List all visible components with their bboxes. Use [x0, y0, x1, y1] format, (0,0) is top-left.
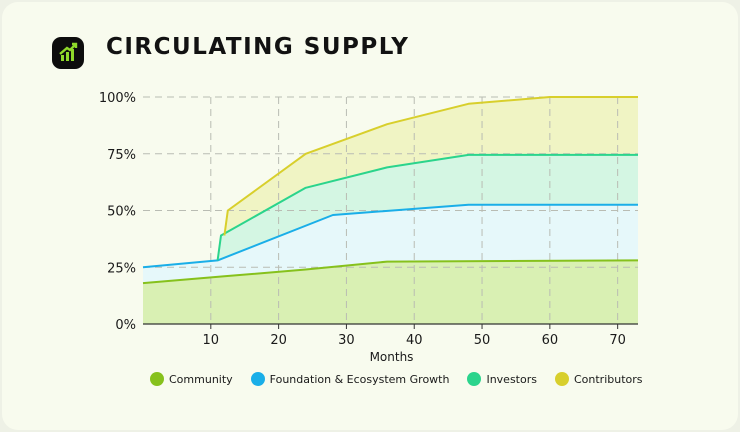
- trending-up-icon: [59, 42, 78, 61]
- legend-swatch: [250, 372, 265, 386]
- x-tick-label: 50: [474, 333, 491, 348]
- series-line-investors: [216, 153, 638, 261]
- legend-label: Investors: [486, 372, 537, 386]
- area-fill-contributors: [224, 97, 638, 236]
- legend-swatch: [467, 372, 482, 386]
- legend-swatch: [554, 372, 569, 386]
- legend-label: Community: [169, 372, 233, 386]
- y-tick-label: 75%: [107, 148, 136, 163]
- legend-item: Foundation & Ecosystem Growth: [250, 372, 450, 386]
- area-fill-foundation-ecosystem-growth: [143, 204, 638, 284]
- x-tick-label: 20: [270, 333, 287, 348]
- legend-swatch: [150, 372, 164, 386]
- legend-item: Investors: [467, 372, 537, 386]
- logo: [52, 37, 84, 69]
- area-fill-community: [143, 260, 638, 324]
- x-tick-label: 70: [609, 333, 626, 348]
- chart-title: CIRCULATING SUPPLY: [106, 34, 410, 60]
- y-tick-label: 0%: [115, 318, 136, 333]
- series-line-community: [142, 259, 639, 285]
- y-tick-label: 100%: [99, 91, 136, 106]
- x-tick-label: 60: [542, 333, 559, 348]
- legend-label: Contributors: [573, 372, 643, 386]
- x-tick-label: 10: [203, 333, 220, 348]
- series-lines: [142, 96, 639, 285]
- legend-item: Contributors: [554, 372, 643, 386]
- series-line-foundation-ecosystem-growth: [142, 203, 638, 269]
- x-axis-label: Months: [370, 350, 414, 364]
- legend-item: Community: [150, 372, 233, 386]
- x-tick-label: 40: [406, 333, 423, 348]
- y-tick-label: 50%: [107, 205, 136, 220]
- y-tick-label: 25%: [107, 261, 136, 276]
- legend: Community Foundation & Ecosystem Growth In…: [150, 372, 661, 386]
- x-tick-label: 30: [338, 333, 355, 348]
- series-line-contributors: [223, 96, 638, 236]
- legend-label: Foundation & Ecosystem Growth: [269, 372, 450, 386]
